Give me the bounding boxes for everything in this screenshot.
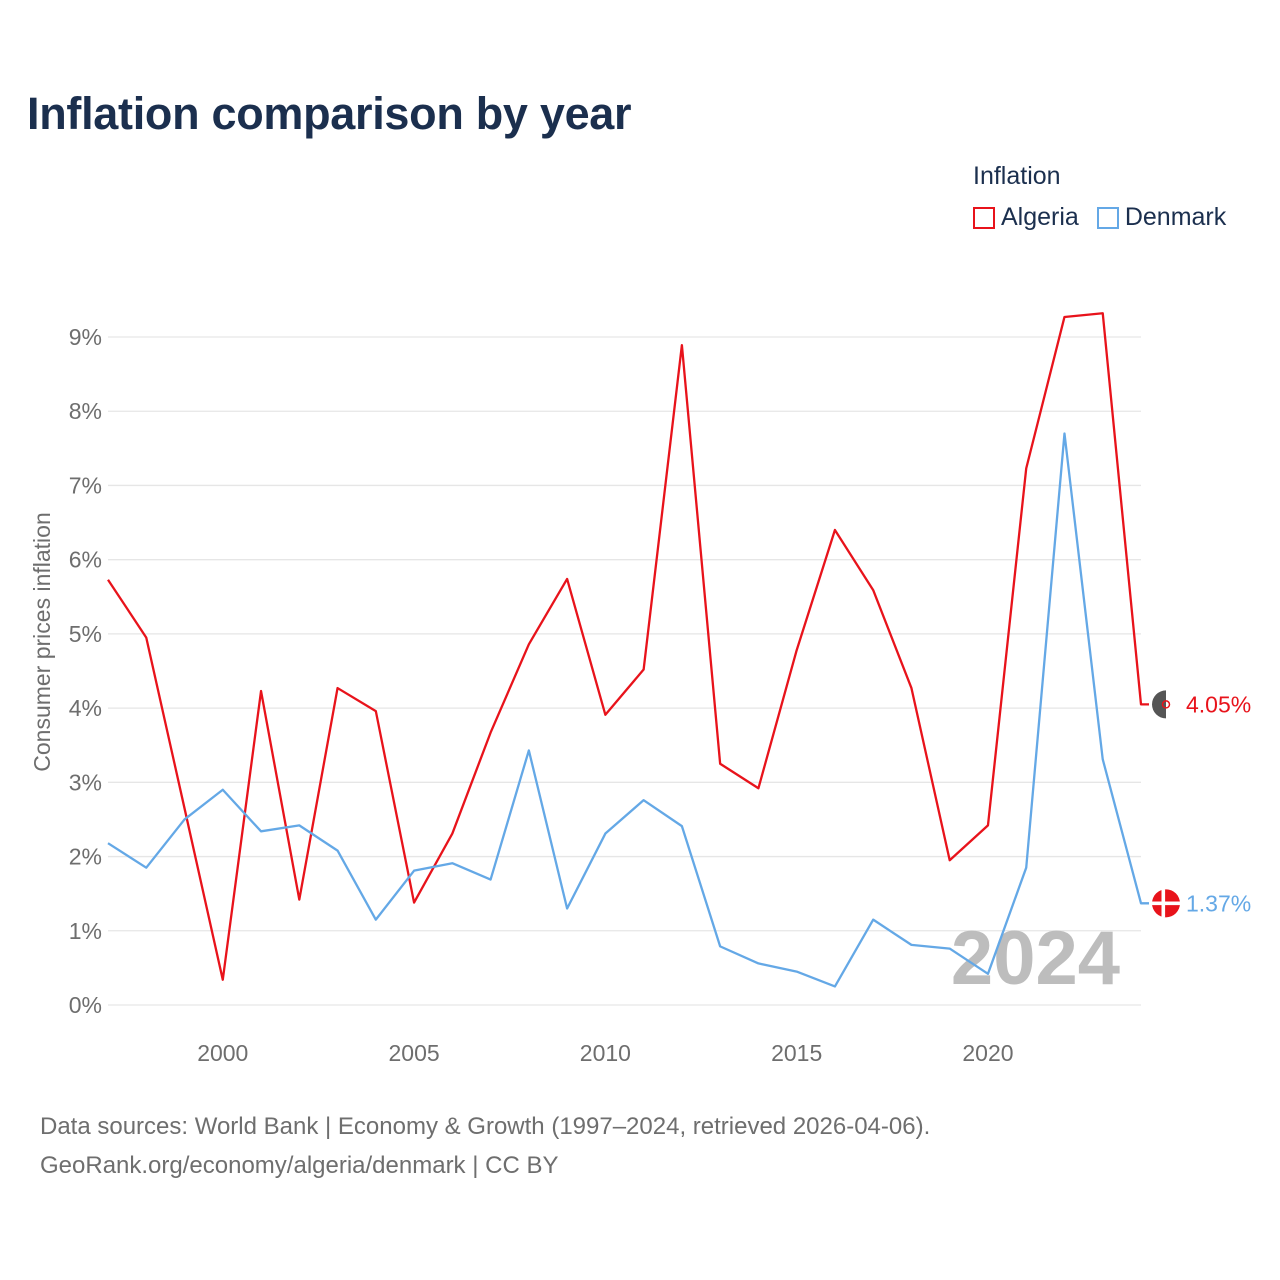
footer: Data sources: World Bank | Economy & Gro… <box>40 1107 930 1185</box>
x-tick-label: 2010 <box>580 1040 631 1066</box>
x-tick-label: 2000 <box>197 1040 248 1066</box>
legend-swatch-algeria <box>973 206 995 229</box>
y-tick-label: 0% <box>69 992 102 1018</box>
y-axis-label: Consumer prices inflation <box>29 512 55 772</box>
y-tick-label: 1% <box>69 918 102 944</box>
end-markers: 4.05% 1.37% <box>1152 690 1251 918</box>
y-tick-label: 3% <box>69 769 102 795</box>
end-value-label-denmark: 1.37% <box>1186 890 1251 916</box>
legend: Algeria Denmark <box>973 203 1226 232</box>
series-line-algeria <box>107 312 1149 981</box>
y-tick-label: 2% <box>69 844 102 870</box>
y-tick-label: 8% <box>69 398 102 424</box>
page-title: Inflation comparison by year <box>27 88 632 139</box>
x-tick-label: 2020 <box>962 1040 1013 1066</box>
y-tick-label: 9% <box>69 324 102 350</box>
y-tick-label: 5% <box>69 621 102 647</box>
legend-swatch-denmark <box>1096 206 1119 229</box>
data-sources: Data sources: World Bank | Economy & Gro… <box>40 1113 931 1140</box>
year-watermark: 2024 <box>951 916 1120 1001</box>
credit-link[interactable]: GeoRank.org/economy/algeria/denmark | CC… <box>40 1152 559 1179</box>
legend-item-algeria[interactable]: Algeria <box>973 203 1079 232</box>
flag-marker-denmark <box>1152 889 1180 918</box>
y-tick-label: 6% <box>69 547 102 573</box>
y-tick-label: 7% <box>69 472 102 498</box>
y-tick-label: 4% <box>69 695 102 721</box>
legend-label-denmark: Denmark <box>1124 203 1227 231</box>
end-value-label-algeria: 4.05% <box>1186 691 1251 717</box>
legend-item-denmark[interactable]: Denmark <box>1096 203 1227 232</box>
x-tick-label: 2015 <box>771 1040 822 1066</box>
series-line-denmark <box>107 432 1149 988</box>
series-layer <box>107 312 1149 988</box>
flag-marker-algeria <box>1152 690 1180 719</box>
legend-label-algeria: Algeria <box>1001 203 1079 231</box>
legend-title: Inflation <box>973 162 1061 190</box>
chart-grid: 0% 1% 2% 3% 4% 5% 6% 7% 8% 9% 2000 2005 2010 2015 2020 <box>69 324 1141 1066</box>
x-tick-label: 2005 <box>388 1040 439 1066</box>
